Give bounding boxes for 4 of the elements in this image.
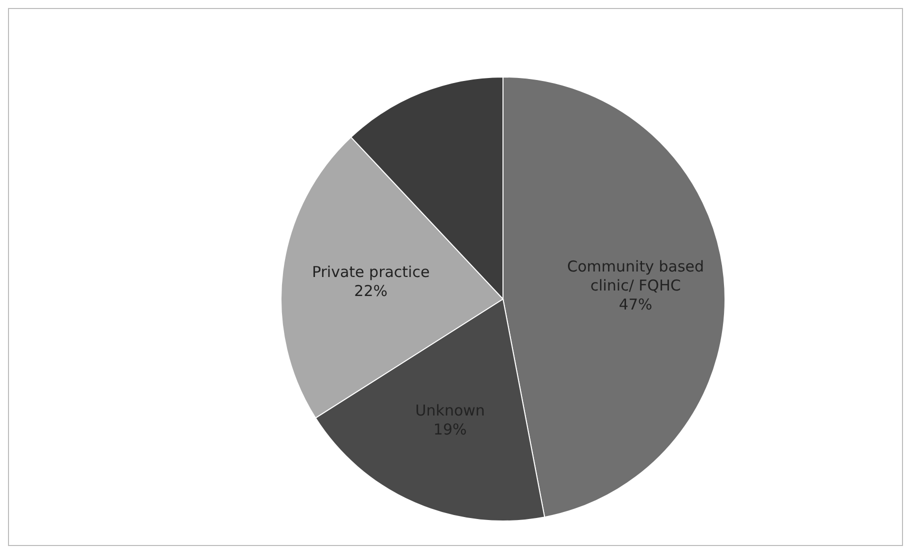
data-label: 22%: [354, 282, 388, 300]
slice-label: Private practice: [312, 262, 430, 281]
data-label: 47%: [618, 296, 652, 314]
slice-label: Community based clinic/ FQHC: [567, 258, 704, 295]
